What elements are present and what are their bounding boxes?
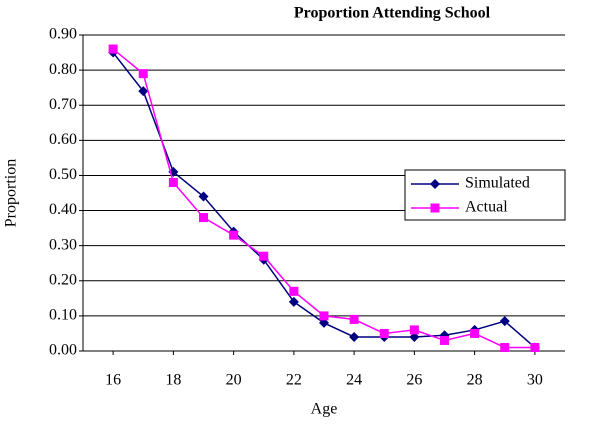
x-axis-label: Age: [311, 401, 338, 418]
y-tick-label: 0.20: [49, 271, 77, 288]
y-tick-label: 0.10: [49, 307, 77, 324]
marker: [430, 203, 440, 213]
marker: [499, 316, 510, 327]
y-tick-label: 0.30: [49, 236, 77, 253]
marker: [409, 325, 419, 335]
marker: [289, 286, 299, 296]
y-tick-label: 0.90: [49, 26, 77, 43]
marker: [138, 69, 148, 79]
marker: [530, 342, 540, 352]
marker: [409, 331, 420, 342]
y-tick-label: 0.00: [49, 342, 77, 359]
legend-label: Actual: [465, 199, 508, 216]
marker: [198, 191, 209, 202]
y-tick-label: 0.40: [49, 201, 77, 218]
x-tick-label: 16: [105, 372, 121, 389]
marker: [108, 44, 118, 54]
x-tick-label: 26: [406, 372, 422, 389]
y-axis-label: Proportion: [3, 159, 20, 227]
marker: [470, 328, 480, 338]
marker: [168, 177, 178, 187]
marker: [138, 86, 149, 97]
marker: [440, 335, 449, 345]
marker: [259, 251, 269, 261]
x-tick-label: 24: [346, 372, 362, 389]
x-tick-label: 22: [286, 372, 302, 389]
marker: [229, 230, 239, 240]
marker: [319, 317, 329, 328]
marker: [430, 179, 440, 189]
marker: [319, 311, 329, 321]
x-tick-label: 30: [527, 372, 543, 389]
chart-title: Proportion Attending School: [294, 5, 491, 22]
marker: [500, 342, 510, 352]
legend-label: Simulated: [465, 175, 530, 192]
y-tick-label: 0.50: [49, 166, 77, 183]
marker: [349, 314, 359, 324]
y-tick-label: 0.60: [49, 131, 77, 148]
x-tick-label: 18: [165, 372, 181, 389]
y-tick-label: 0.80: [49, 61, 77, 78]
y-tick-label: 0.70: [49, 96, 77, 113]
x-tick-label: 28: [467, 372, 483, 389]
marker: [379, 328, 389, 338]
x-tick-label: 20: [226, 372, 242, 389]
marker: [288, 296, 299, 307]
marker: [349, 331, 360, 342]
marker: [199, 213, 208, 223]
